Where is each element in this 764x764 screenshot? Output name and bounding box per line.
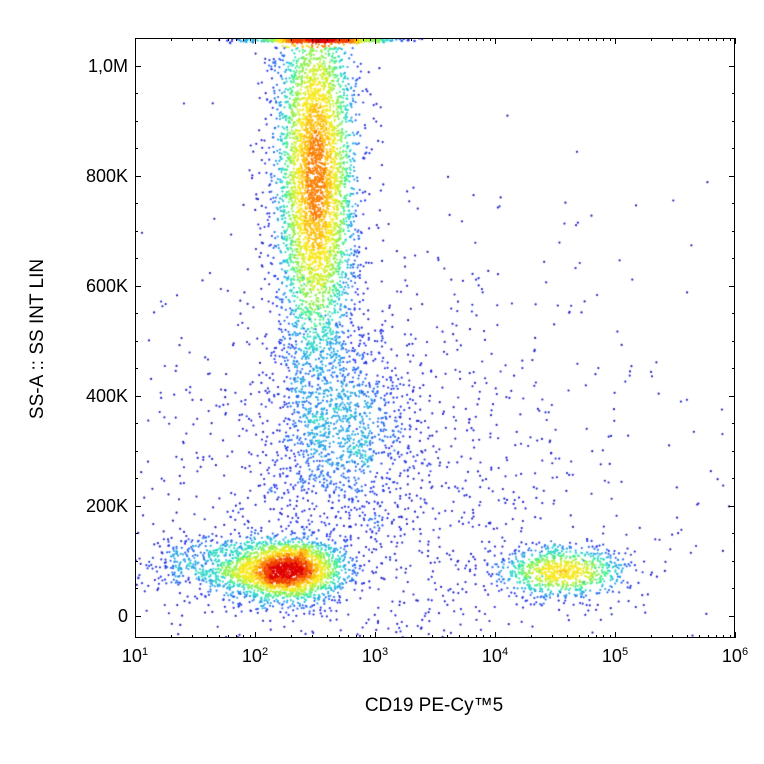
- x-tick-label: 102: [230, 646, 280, 667]
- x-tick-label: 105: [590, 646, 640, 667]
- y-tick-label: 800K: [70, 166, 128, 187]
- x-tick-label: 103: [350, 646, 400, 667]
- y-tick-label: 1,0M: [70, 56, 128, 77]
- y-axis-label: SS-A :: SS INT LIN: [27, 239, 49, 439]
- plot-area: [135, 38, 735, 638]
- x-tick-label: 101: [110, 646, 160, 667]
- y-tick-label: 200K: [70, 496, 128, 517]
- y-tick-label: 400K: [70, 386, 128, 407]
- x-tick-label: 106: [710, 646, 760, 667]
- scatter-canvas: [136, 39, 735, 638]
- y-tick-label: 600K: [70, 276, 128, 297]
- x-tick-label: 104: [470, 646, 520, 667]
- y-tick-label: 0: [70, 606, 128, 627]
- flow-cytometry-chart: SS-A :: SS INT LIN CD19 PE-Cy™5 0 200K 400…: [0, 0, 764, 764]
- x-axis-label: CD19 PE-Cy™5: [334, 695, 534, 717]
